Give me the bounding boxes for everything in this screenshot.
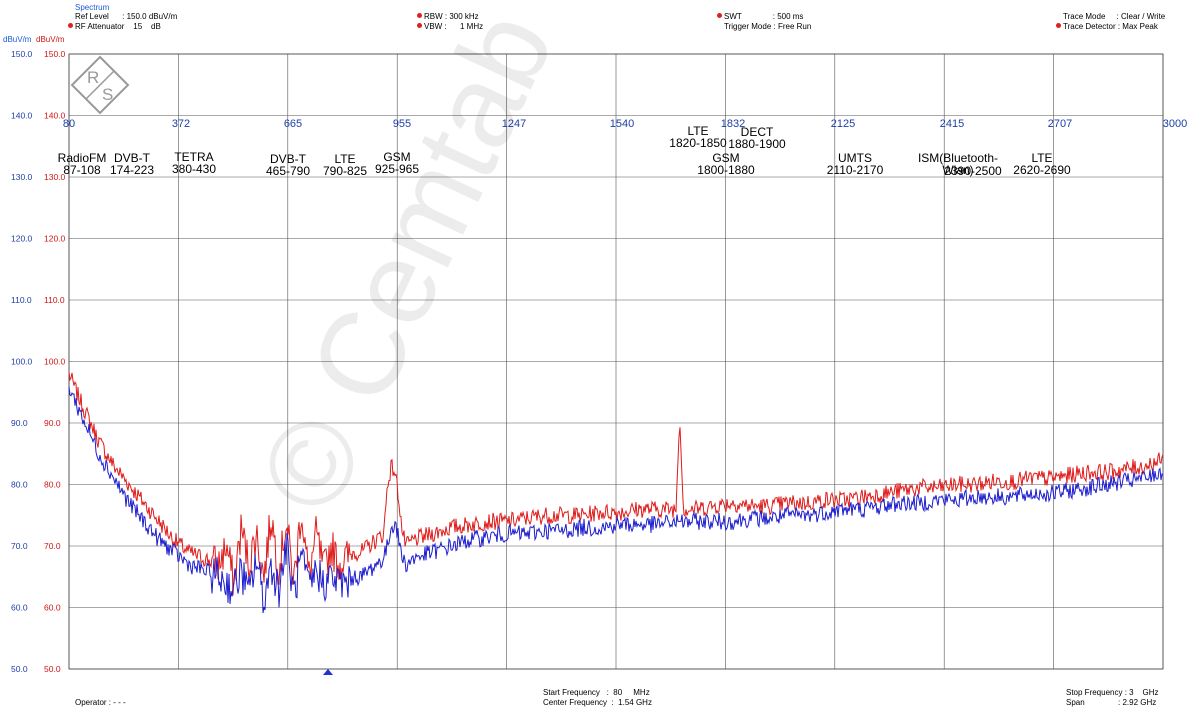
x-tick-label: 2415: [940, 118, 964, 130]
trace-detector: Trace Detector : Max Peak: [1056, 22, 1158, 32]
vbw: VBW : 1 MHz: [417, 22, 483, 32]
band-label: 380-430: [172, 162, 216, 176]
y-tick-label-blue: 130.0: [11, 172, 33, 182]
spectrum-label: Spectrum: [75, 3, 110, 12]
stop-frequency: Stop Frequency : 3 GHz: [1066, 688, 1159, 697]
trace-mode: Trace Mode : Clear / Write: [1063, 12, 1166, 21]
trace-blue: [68, 386, 1164, 614]
band-label: 465-790: [266, 164, 310, 178]
x-tick-label: 3000: [1163, 118, 1187, 130]
band-label: 87-108: [63, 163, 101, 177]
y-tick-label-blue: 120.0: [11, 234, 33, 244]
rs-logo-r: R: [87, 68, 99, 87]
plot-frame: [68, 53, 1164, 670]
band-label: GSM: [712, 151, 739, 165]
watermark-text: © Cemtab: [234, 0, 579, 531]
y-tick-label-blue: 100.0: [11, 357, 33, 367]
band-label: 2110-2170: [827, 163, 884, 177]
band-label: 790-825: [323, 164, 367, 178]
y-tick-label-blue: 50.0: [11, 664, 28, 674]
band-label: LTE: [1031, 151, 1052, 165]
rbw: RBW : 300 kHz: [417, 12, 479, 22]
x-tick-label: 372: [172, 118, 190, 130]
y-unit-red: dBuV/m: [36, 35, 65, 44]
band-label: 925-965: [375, 162, 419, 176]
band-label: 1820-1850: [669, 136, 727, 150]
grid: [68, 53, 1164, 670]
band-label: 2390-2500: [944, 164, 1002, 178]
marker-dot-icon: [717, 13, 722, 18]
y-tick-label-red: 50.0: [44, 664, 61, 674]
start-frequency: Start Frequency : 80 MHz: [543, 688, 650, 697]
center-marker-icon: [323, 669, 333, 675]
x-tick-label: 955: [393, 118, 411, 130]
traces: [68, 372, 1164, 614]
y-tick-label-blue: 70.0: [11, 541, 28, 551]
center-frequency: Center Frequency : 1.54 GHz: [543, 698, 652, 707]
y-tick-label-red: 80.0: [44, 480, 61, 490]
band-label: 1800-1880: [697, 163, 755, 177]
band-label: 1880-1900: [728, 137, 786, 151]
band-label: LTE: [687, 124, 708, 138]
trigger-mode: Trigger Mode : Free Run: [724, 22, 812, 31]
y-tick-label-red: 120.0: [44, 234, 66, 244]
band-label: Wlan): [942, 163, 973, 177]
y-tick-label-blue: 80.0: [11, 480, 28, 490]
x-tick-label: 1247: [502, 118, 526, 130]
y-tick-label-red: 110.0: [44, 295, 65, 305]
y-tick-label-red: 140.0: [44, 111, 66, 121]
band-label: DVB-T: [270, 152, 307, 166]
watermark: R S © Cemtab: [70, 0, 579, 531]
y-axis: 150.0 150.0 140.0 140.0 130.0 130.0 120.0 120.0…: [11, 49, 66, 674]
y-tick-label-red: 150.0: [44, 49, 66, 59]
band-label: 174-223: [110, 163, 154, 177]
marker-dot-icon: [1056, 23, 1061, 28]
y-tick-label-red: 60.0: [44, 603, 61, 613]
span: Span : 2.92 GHz: [1066, 698, 1157, 707]
x-tick-label: 80: [63, 118, 75, 130]
x-tick-label: 665: [284, 118, 302, 130]
x-tick-label: 1832: [721, 118, 745, 130]
y-unit-blue: dBuV/m: [3, 35, 32, 44]
y-tick-label-red: 100.0: [44, 357, 66, 367]
band-label: UMTS: [838, 151, 872, 165]
band-label: LTE: [334, 152, 355, 166]
x-tick-label: 2125: [831, 118, 855, 130]
rs-logo-s: S: [102, 85, 113, 104]
band-labels: RadioFM87-108DVB-T174-223TETRA380-430DVB…: [58, 124, 1071, 178]
band-label: GSM: [383, 150, 410, 164]
y-tick-label-blue: 150.0: [11, 49, 33, 59]
marker-dot-icon: [417, 13, 422, 18]
marker-dot-icon: [417, 23, 422, 28]
band-label: TETRA: [174, 150, 213, 164]
band-label: 2620-2690: [1013, 163, 1071, 177]
x-axis: 80 372 665 955 1247 1540 1832 2125 2415 2707 3000: [63, 118, 1187, 130]
y-tick-label-blue: 110.0: [11, 295, 32, 305]
ref-level: Ref Level : 150.0 dBuV/m: [75, 12, 178, 21]
x-tick-label: 1540: [610, 118, 634, 130]
band-label: DVB-T: [114, 151, 151, 165]
y-tick-label-blue: 140.0: [11, 111, 33, 121]
y-tick-label-red: 90.0: [44, 418, 61, 428]
band-label: ISM(Bluetooth-: [918, 151, 998, 165]
y-tick-label-blue: 90.0: [11, 418, 28, 428]
operator: Operator : - - -: [75, 698, 126, 707]
trace-max-peak-red: [68, 372, 1164, 596]
x-tick-label: 2707: [1048, 118, 1072, 130]
rf-attenuator: RF Attenuator 15 dB: [68, 22, 161, 32]
y-tick-label-red: 70.0: [44, 541, 61, 551]
band-label: RadioFM: [58, 151, 107, 165]
rs-logo: R S: [70, 55, 130, 115]
marker-dot-icon: [68, 23, 73, 28]
y-tick-label-red: 130.0: [44, 172, 66, 182]
y-tick-label-blue: 60.0: [11, 603, 28, 613]
band-label: DECT: [741, 125, 774, 139]
swt: SWT : 500 ms: [717, 12, 803, 22]
